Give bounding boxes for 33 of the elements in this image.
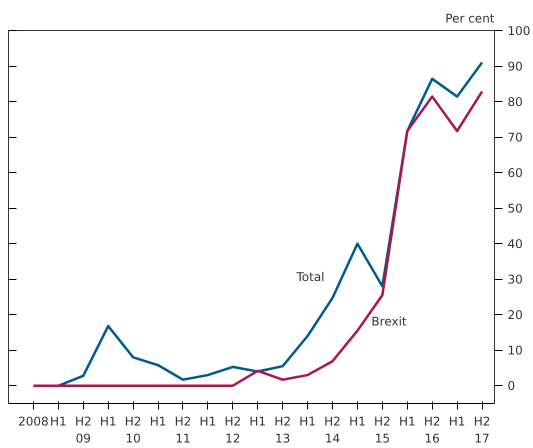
x-tick-label: H2 17: [474, 414, 490, 446]
y-tick-label: 60: [508, 166, 523, 180]
series-label: Total: [295, 270, 325, 284]
x-tick-label: H1: [200, 414, 216, 428]
x-tick-label: H2 15: [374, 414, 391, 446]
x-tick-label: H2 14: [324, 414, 341, 446]
y-tick-label: 30: [508, 272, 523, 287]
x-tick-label: H1: [398, 414, 416, 428]
x-tick-label: H2 13: [274, 414, 291, 446]
y-tick-label: 0: [508, 379, 516, 394]
y-tick-label: 20: [508, 308, 523, 322]
series-label: Brexit: [371, 314, 407, 329]
x-tick-label: H2 10: [124, 414, 142, 446]
x-tick-label: H1: [249, 414, 266, 428]
y-tick-label: 10: [508, 344, 523, 358]
x-tick-label: H2 12: [224, 414, 242, 446]
y-tick-label: 90: [508, 60, 523, 74]
x-tick-label: H2 16: [424, 414, 441, 446]
y-tick-label: 50: [508, 202, 523, 216]
x-tick-label: H1: [299, 414, 316, 428]
x-tick-label: H1: [448, 414, 466, 428]
x-tick-label: H1: [100, 414, 117, 428]
x-tick-label: 2008: [18, 414, 49, 428]
x-tick-label: H2 11: [174, 414, 192, 446]
y-tick-label: 70: [508, 130, 523, 145]
y-tick-label: 40: [508, 237, 523, 252]
y-tick-label: 100: [508, 24, 530, 38]
x-tick-label: H1: [50, 414, 67, 428]
x-tick-label: H1: [349, 414, 366, 428]
y-axis-title: Per cent: [445, 12, 495, 26]
x-tick-label: H1: [150, 414, 166, 428]
y-tick-label: 80: [508, 95, 523, 110]
x-tick-label: H2 09: [74, 414, 92, 446]
